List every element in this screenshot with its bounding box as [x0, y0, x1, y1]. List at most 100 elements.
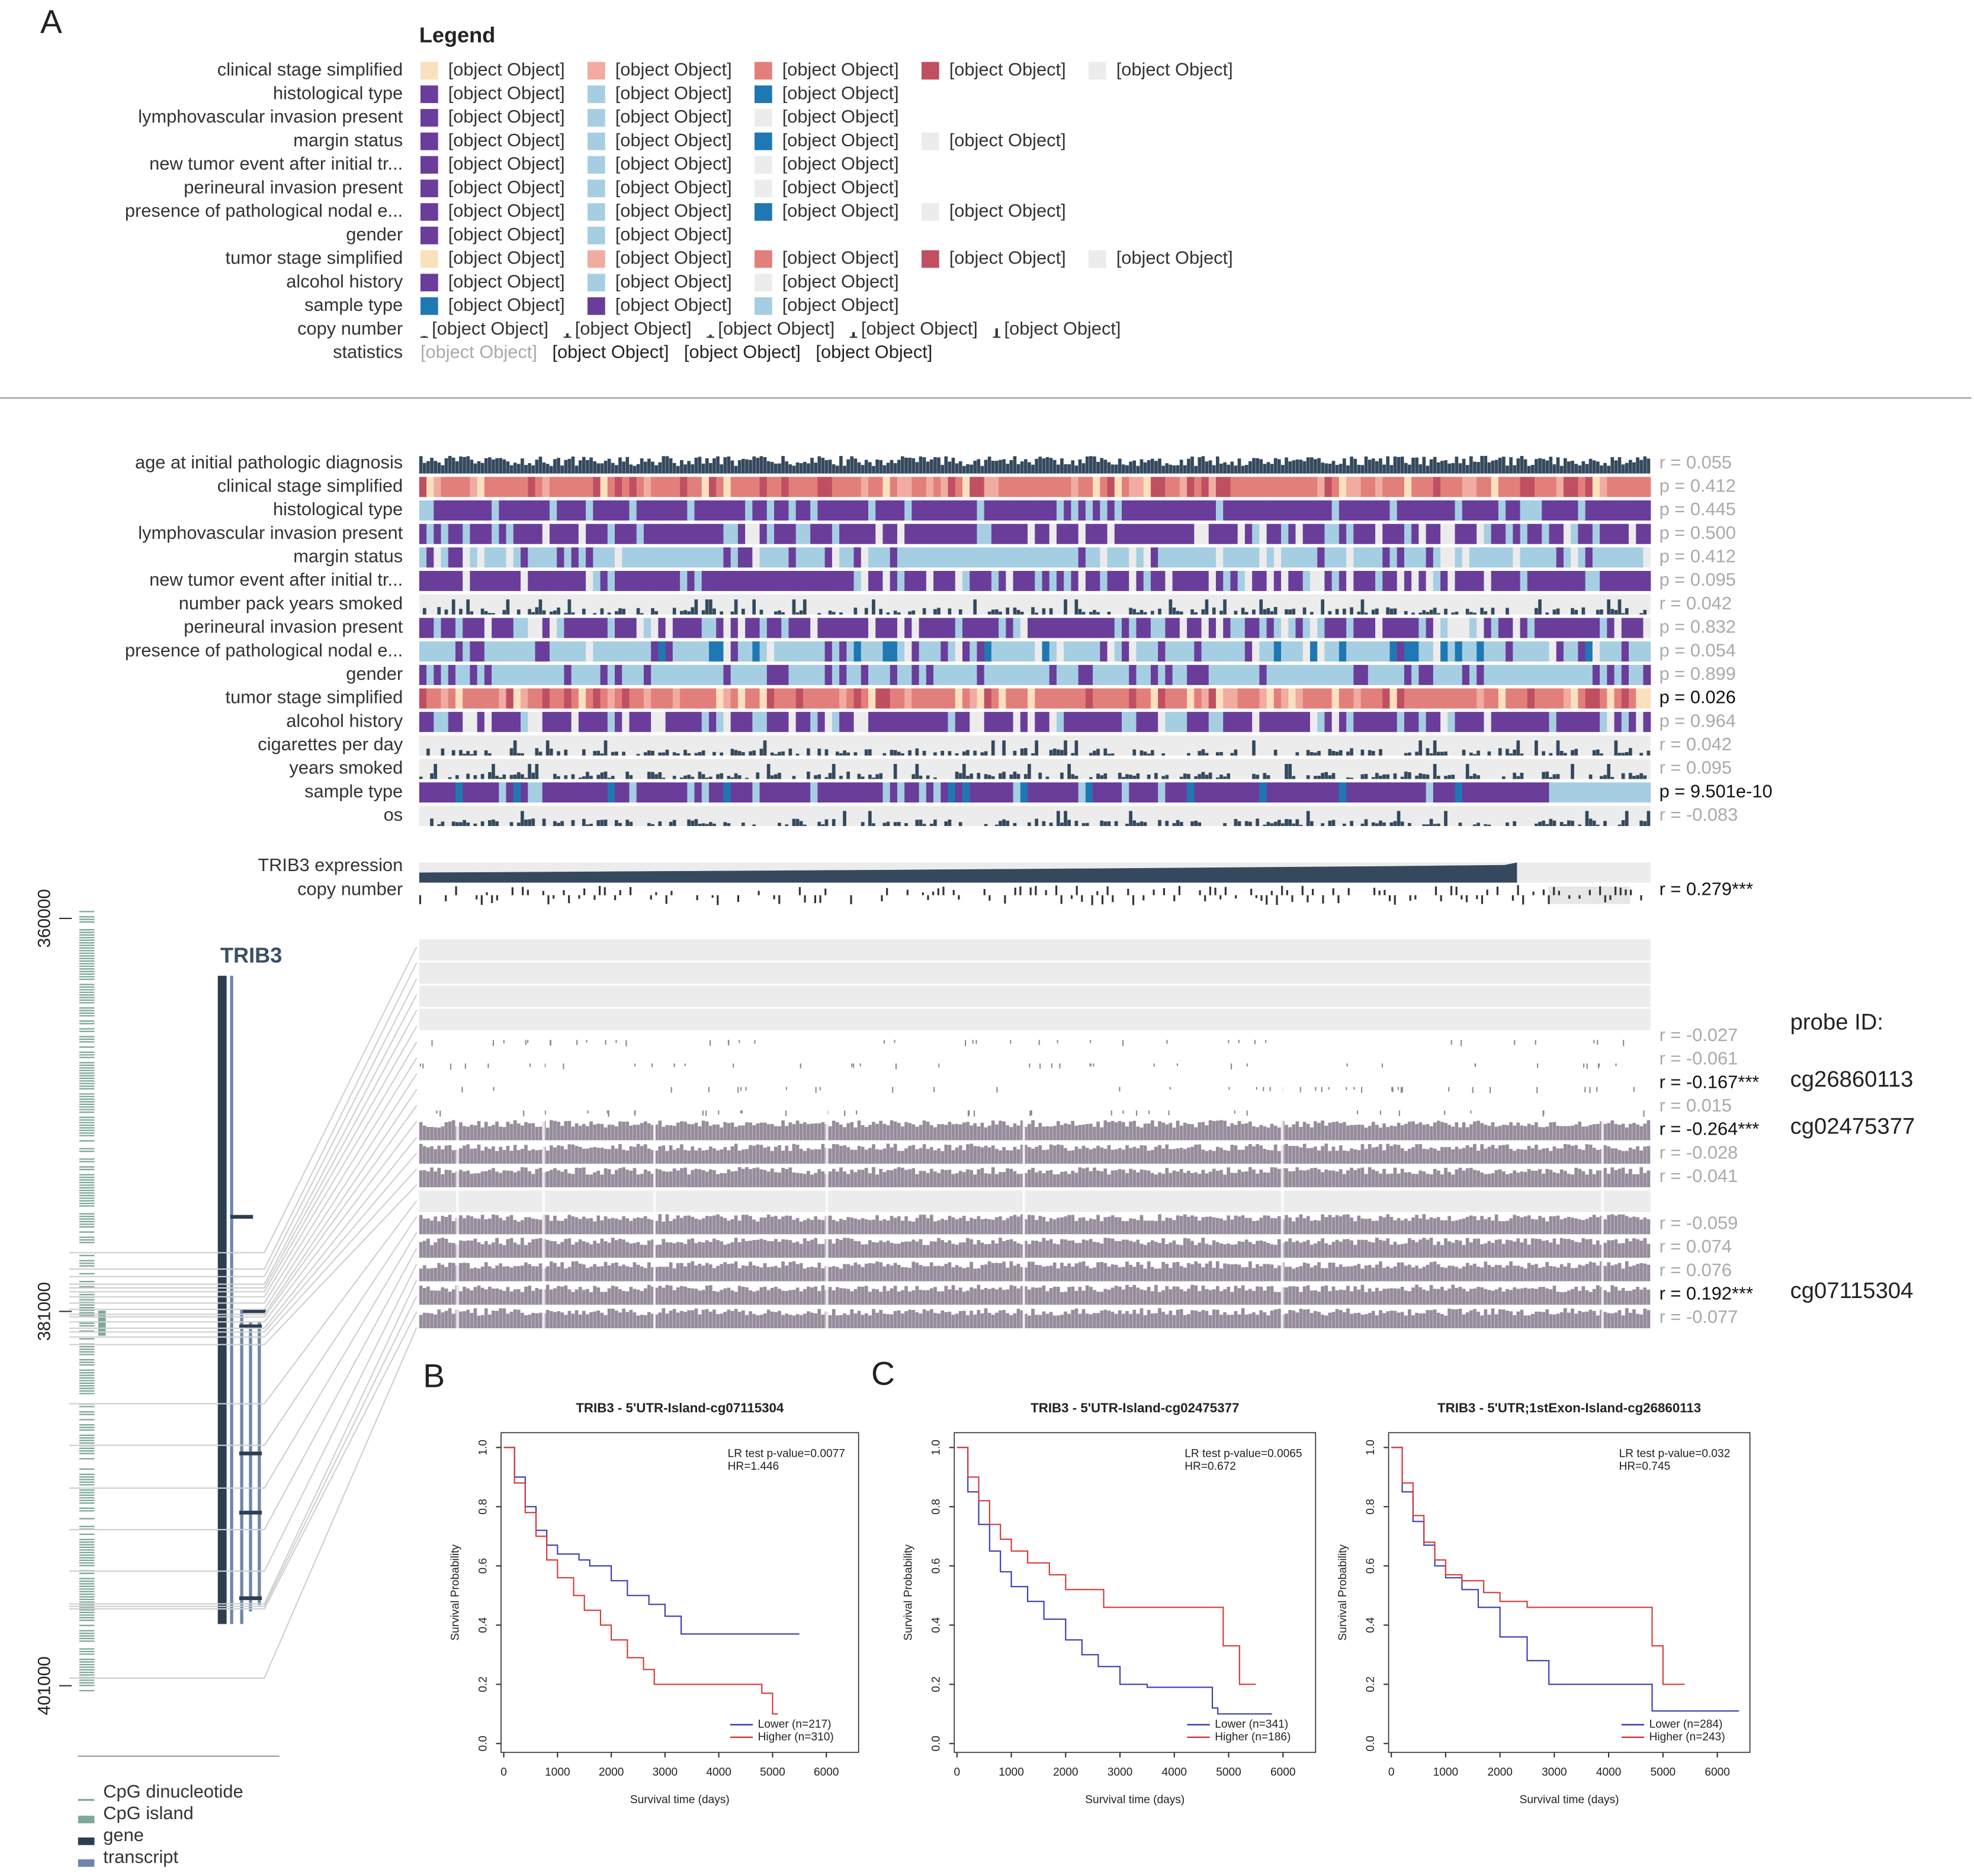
methylation-bar [1444, 1220, 1447, 1235]
track-bar [451, 821, 455, 826]
copy-number-mark [1204, 895, 1206, 901]
methylation-bar [615, 1126, 618, 1141]
track-cell [658, 547, 666, 568]
legend-swatch [587, 203, 605, 221]
track-cell [622, 571, 630, 592]
track-cell [737, 688, 746, 709]
track-cell [824, 688, 833, 709]
track-cell [549, 571, 557, 592]
track-cell [875, 571, 884, 592]
track-cell [1375, 500, 1383, 521]
track-cell [658, 782, 666, 803]
track-cell [549, 547, 557, 568]
track-bar [1158, 608, 1161, 615]
track-cell [1455, 664, 1463, 685]
track-cell [1244, 641, 1253, 662]
methylation-bar [633, 1218, 637, 1235]
track-cell [1600, 500, 1607, 521]
track-bar [459, 750, 463, 756]
track-cell [962, 782, 970, 803]
methylation-bar [1194, 1127, 1198, 1141]
track-cell [600, 618, 608, 638]
track-cell [737, 618, 746, 638]
track-cell [426, 571, 434, 592]
track-bar [1208, 460, 1212, 474]
methylation-bar [1093, 1148, 1096, 1164]
methylation-bar [1646, 1170, 1651, 1187]
track-cell [1346, 523, 1354, 544]
track-cell [832, 618, 840, 638]
methylation-bar [1031, 1168, 1035, 1187]
legend-swatch [420, 250, 438, 268]
track-cell [1028, 477, 1035, 497]
methylation-bar [1158, 1121, 1161, 1141]
track-cell [557, 500, 565, 521]
track-cell [578, 618, 586, 638]
track-cell [506, 641, 514, 662]
methylation-bar [1324, 1143, 1328, 1164]
track-cell [948, 712, 956, 733]
track-bar [1256, 775, 1259, 779]
track-cell [919, 618, 927, 638]
track-cell [1049, 477, 1057, 497]
track-bar [1552, 464, 1556, 474]
track-cell [1309, 547, 1318, 568]
track-cell [1122, 782, 1129, 803]
track-cell [1549, 782, 1557, 803]
methylation-bar [1636, 1174, 1639, 1187]
track-cell [528, 477, 536, 497]
methylation-bar [647, 1240, 651, 1258]
methylation-bar [835, 1122, 839, 1141]
track-cell [1071, 688, 1079, 709]
track-bar [1205, 753, 1209, 756]
track-cell [651, 500, 659, 521]
methylation-bar [1418, 1122, 1423, 1141]
track-bar [1194, 465, 1198, 474]
methylation-bar [1110, 1121, 1115, 1141]
legend-swatch [587, 109, 605, 127]
track-cell [426, 641, 434, 662]
track-bar [1433, 764, 1437, 779]
track-cell [1085, 664, 1093, 685]
track-cell [1187, 571, 1195, 592]
track-cell [1295, 571, 1304, 592]
track-cell [1527, 618, 1535, 638]
track-cell [535, 712, 543, 733]
methylation-bar [1393, 1220, 1397, 1235]
track-bar [788, 749, 792, 756]
methylation-bar [662, 1145, 666, 1164]
track-cell [1491, 571, 1499, 592]
track-bar [683, 750, 687, 756]
methylation-bar [1514, 1040, 1516, 1045]
track-cell [1201, 571, 1209, 592]
track-bar [708, 822, 712, 826]
methylation-bar [1610, 1214, 1614, 1235]
methylation-bar [1578, 1149, 1582, 1164]
methylation-bar [473, 1125, 477, 1141]
track-label: presence of pathological nodal e... [125, 640, 403, 660]
methylation-bar [1035, 1172, 1038, 1187]
track-bar [596, 775, 601, 779]
track-cell [919, 782, 927, 803]
track-bar [1176, 465, 1180, 474]
track-bar [853, 458, 858, 474]
methylation-bar [759, 1238, 763, 1258]
track-cell [629, 712, 637, 733]
track-cell [1129, 712, 1137, 733]
methylation-bar [716, 1174, 720, 1187]
track-cell [1172, 477, 1180, 497]
methylation-bar [712, 1148, 716, 1164]
track-cell [948, 641, 956, 662]
track-cell [470, 688, 478, 709]
track-bar [1389, 465, 1394, 474]
methylation-bar [1321, 1120, 1324, 1141]
track-cell [737, 523, 746, 544]
track-cell [549, 618, 557, 638]
track-cell [672, 712, 681, 733]
track-cell [701, 523, 710, 544]
track-cell [774, 618, 782, 638]
methylation-bar [1596, 1217, 1600, 1235]
track-bar [1574, 749, 1578, 756]
methylation-bar [1317, 1169, 1321, 1187]
track-cell [991, 523, 999, 544]
